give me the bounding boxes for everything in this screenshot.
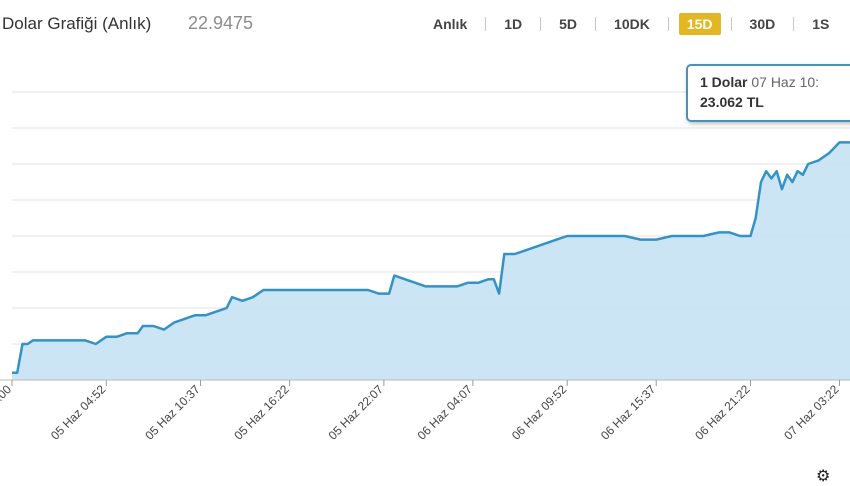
gear-icon[interactable]: ⚙ <box>816 468 831 485</box>
range-button-15d[interactable]: 15D <box>678 13 721 35</box>
chart-title: Dolar Grafiği (Anlık) <box>2 14 152 33</box>
range-button-5d[interactable]: 5D <box>559 16 578 32</box>
range-separator <box>540 17 542 31</box>
range-separator <box>667 17 669 31</box>
range-button-anlık[interactable]: Anlık <box>433 16 468 32</box>
current-price: 22.9475 <box>188 13 254 33</box>
x-tick-label: 05 Haz 10:37 <box>142 382 203 443</box>
x-tick-label: 06 Haz 04:07 <box>415 382 476 443</box>
tooltip-series: 1 Dolar <box>700 74 748 90</box>
chart-header: Dolar Grafiği (Anlık) 22.9475 Anlık 1D 5D 1… <box>0 0 850 48</box>
tooltip-timestamp: 07 Haz 10: <box>751 74 820 90</box>
range-button-30d[interactable]: 30D <box>749 16 776 32</box>
x-tick-label: 05 Haz 04:52 <box>48 382 109 443</box>
x-tick-label: 06 Haz 15:37 <box>598 382 659 443</box>
range-button-10dk[interactable]: 10DK <box>614 16 650 32</box>
time-range-selector: Anlık 1D 5D 10DK 15D 30D 1S <box>425 11 837 37</box>
x-tick-label: 06 Haz 21:22 <box>692 382 753 443</box>
range-separator <box>793 17 795 31</box>
x-tick-label: 05 Haz 22:07 <box>326 382 387 443</box>
range-button-1d[interactable]: 1D <box>504 16 523 32</box>
range-button-1s[interactable]: 1S <box>812 16 830 32</box>
exchange-rate-chart[interactable]: 5:00 05 Haz 04:52 05 Haz 10:37 05 Haz 16:22… <box>0 48 850 478</box>
tooltip-value: 23.062 TL <box>700 94 764 110</box>
x-tick-label: 07 Haz 03:22 <box>781 382 842 443</box>
range-separator <box>730 17 732 31</box>
x-tick-label: 05 Haz 16:22 <box>231 382 292 443</box>
range-separator <box>485 17 487 31</box>
x-tick-label: 06 Haz 09:52 <box>509 382 570 443</box>
area-fill <box>12 142 850 380</box>
chart-tooltip: 1 Dolar 07 Haz 10: 23.062 TL <box>686 64 850 122</box>
range-separator <box>595 17 597 31</box>
series-line <box>12 141 850 375</box>
